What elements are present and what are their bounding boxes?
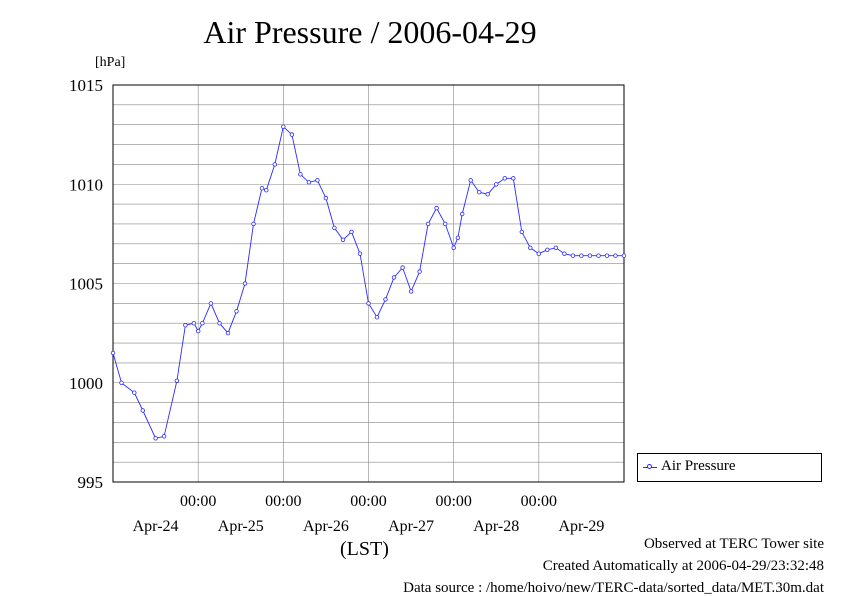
data-point	[621, 253, 627, 258]
y-tick-label: 1005	[69, 275, 103, 294]
data-point	[234, 309, 239, 314]
data-point	[259, 185, 265, 191]
data-point	[579, 253, 584, 258]
data-point	[183, 323, 188, 328]
x-day-label: Apr-28	[473, 518, 519, 535]
data-point	[332, 225, 337, 231]
data-point	[528, 245, 533, 250]
data-point	[494, 182, 499, 187]
x-tick-time-label: 00:00	[180, 493, 216, 510]
data-point	[425, 221, 431, 227]
x-tick-time-label: 00:00	[265, 493, 301, 510]
data-point	[455, 235, 461, 240]
data-point	[306, 180, 312, 185]
data-point	[536, 251, 541, 256]
data-point	[391, 275, 397, 280]
data-point	[374, 315, 380, 320]
data-point	[340, 237, 346, 242]
data-point	[570, 253, 576, 258]
y-tick-label: 1010	[69, 175, 103, 194]
footer-data-source: Data source : /home/hoivo/new/TERC-data/…	[403, 580, 824, 596]
plot-frame	[112, 84, 625, 483]
data-point	[477, 189, 482, 195]
data-point	[174, 378, 180, 383]
data-point	[242, 281, 248, 286]
data-point	[119, 380, 124, 385]
x-day-label: Apr-29	[558, 518, 604, 535]
x-day-label: Apr-25	[218, 518, 264, 535]
data-point	[587, 253, 593, 258]
data-point	[200, 321, 205, 326]
data-point	[400, 265, 405, 270]
x-tick-time-label: 00:00	[350, 493, 386, 510]
data-point	[191, 321, 197, 326]
data-point	[323, 195, 329, 201]
data-point	[225, 330, 231, 336]
x-tick-time-label: 00:00	[435, 493, 471, 510]
legend-dot-marker	[647, 464, 652, 469]
data-point	[511, 176, 516, 181]
x-day-label: Apr-24	[133, 518, 179, 535]
data-point	[408, 289, 414, 294]
data-point	[161, 434, 167, 439]
data-point	[217, 321, 222, 326]
data-point	[289, 132, 295, 137]
y-tick-label: 1015	[69, 76, 103, 95]
footer-created-at: Created Automatically at 2006-04-29/23:3…	[542, 558, 824, 574]
data-point	[502, 176, 507, 181]
chart-grid	[113, 85, 624, 482]
data-point	[132, 390, 137, 395]
data-point	[417, 269, 422, 274]
x-axis-label: (LST)	[340, 538, 389, 560]
data-point	[153, 436, 158, 441]
data-point	[349, 229, 354, 235]
data-point	[613, 253, 618, 258]
data-point	[460, 211, 465, 217]
data-point	[264, 187, 269, 193]
legend: Air Pressure	[637, 453, 822, 482]
x-day-label: Apr-27	[388, 518, 434, 535]
y-tick-label: 1000	[69, 374, 103, 393]
data-point	[272, 162, 277, 167]
data-point	[443, 221, 448, 227]
data-point	[140, 408, 145, 413]
x-tick-time-label: 00:00	[521, 493, 557, 510]
legend-label: Air Pressure	[661, 458, 736, 474]
data-point	[315, 178, 320, 183]
data-point	[485, 191, 490, 197]
data-point	[281, 124, 286, 129]
data-point	[366, 301, 371, 306]
data-point	[451, 245, 456, 250]
data-point	[208, 301, 214, 306]
chart-title: Air Pressure / 2006-04-29	[203, 14, 537, 50]
y-axis-unit-label: [hPa]	[95, 55, 126, 70]
data-point	[553, 245, 559, 250]
x-day-label: Apr-26	[303, 518, 349, 535]
chart-ticks: 995 1000 1005 1010 1015 00:00 00:00 00:00 00:00 0…	[69, 76, 604, 535]
data-point	[562, 251, 567, 256]
footer-observed-at: Observed at TERC Tower site	[643, 536, 824, 552]
data-point	[251, 221, 256, 227]
data-point	[357, 251, 363, 256]
data-point	[434, 205, 439, 211]
data-point	[298, 172, 303, 177]
data-point	[383, 297, 388, 302]
data-point	[519, 229, 524, 235]
data-point	[596, 253, 601, 258]
data-point	[604, 253, 610, 258]
data-point	[195, 328, 201, 334]
chart-series	[110, 124, 627, 441]
data-point	[110, 350, 116, 356]
y-tick-label: 995	[78, 473, 104, 492]
data-point	[545, 247, 550, 252]
data-point	[468, 178, 473, 183]
chart-axes	[112, 84, 625, 483]
